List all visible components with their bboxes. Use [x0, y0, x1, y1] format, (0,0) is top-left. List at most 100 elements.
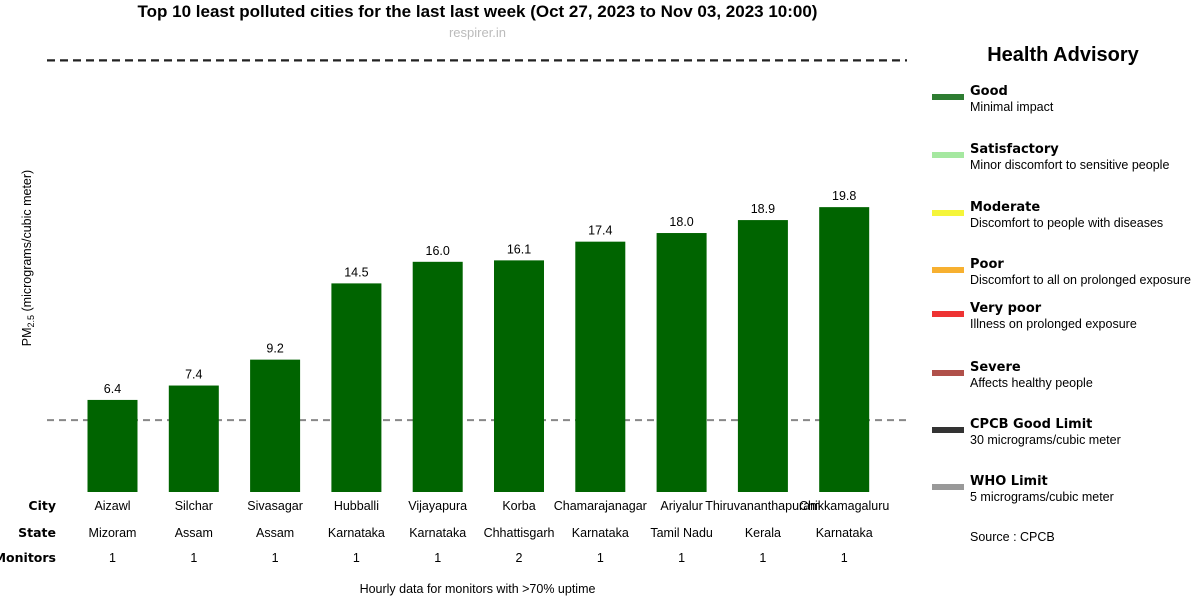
table-cell: Hubballi: [334, 499, 379, 513]
legend-item-poor: Poor Discomfort to all on prolonged expos…: [932, 257, 1197, 291]
table-cell: 1: [597, 551, 604, 565]
legend-item-satisfactory: Satisfactory Minor discomfort to sensitiv…: [932, 142, 1197, 176]
bar-thiruvananthapuram: [737, 220, 788, 493]
legend-item-desc: Illness on prolonged exposure: [970, 317, 1137, 331]
legend-item-very-poor: Very poor Illness on prolonged exposure: [932, 301, 1197, 335]
table-cell: Vijayapura: [408, 499, 467, 513]
legend-item-desc: Minor discomfort to sensitive people: [970, 158, 1170, 172]
bar-chikkamagaluru: [819, 207, 870, 492]
legend-item-name: Very poor: [970, 301, 1042, 316]
table-cell: Chikkamagaluru: [799, 499, 889, 513]
table-cell: Aizawl: [94, 499, 130, 513]
y-axis-label-rest: (micrograms/cubic meter): [20, 170, 34, 315]
value-labels: 6.4 7.4 9.2 14.5 16.0 16.1 17.4 18.0 18.9 19.8: [104, 189, 857, 396]
y-axis-label-main: PM: [20, 327, 34, 346]
table-row-header: State: [18, 525, 56, 540]
svg-text:PM2.5 (micrograms/cubic meter): PM2.5 (micrograms/cubic meter): [20, 170, 36, 346]
table-cell: Korba: [502, 499, 535, 513]
table-cell: Assam: [175, 526, 213, 540]
legend-item-desc: Minimal impact: [970, 100, 1054, 114]
chart-title: Top 10 least polluted cities for the las…: [137, 2, 818, 21]
bar-chart: PM2.5 (micrograms/cubic meter) 6.4 7.4 9.2…: [0, 59, 907, 565]
table-cell: 1: [759, 551, 766, 565]
bar-chamarajanagar: [575, 241, 626, 492]
table-cell: Karnataka: [409, 526, 466, 540]
bar-aizawl: [87, 399, 138, 492]
legend-swatch: [932, 94, 964, 100]
legend-item-name: Moderate: [970, 200, 1041, 215]
legend-swatch: [932, 311, 964, 317]
legend-item-desc: Affects healthy people: [970, 376, 1093, 390]
legend-item-name: Severe: [970, 360, 1021, 375]
legend-item-desc: Discomfort to all on prolonged exposure: [970, 273, 1191, 287]
table-cell: Chhattisgarh: [484, 526, 555, 540]
legend-item-good: Good Minimal impact: [932, 84, 1197, 118]
value-label: 19.8: [832, 189, 856, 203]
legend-item-cpcb-good-limit: CPCB Good Limit 30 micrograms/cubic meter: [932, 417, 1197, 451]
value-label: 6.4: [104, 382, 121, 396]
legend-swatch: [932, 267, 964, 273]
table-cell: Sivasagar: [247, 499, 303, 513]
legend-item-name: WHO Limit: [970, 474, 1048, 489]
table-cell: Chamarajanagar: [554, 499, 647, 513]
table-cell: Karnataka: [328, 526, 385, 540]
legend-swatch: [932, 484, 964, 490]
value-label: 16.1: [507, 242, 531, 256]
value-label: 17.4: [588, 224, 612, 238]
table-cell: Karnataka: [816, 526, 873, 540]
legend-item-name: Satisfactory: [970, 142, 1059, 157]
bar-vijayapura: [412, 261, 463, 492]
bar-sivasagar: [250, 359, 301, 492]
value-label: 9.2: [266, 342, 283, 356]
value-label: 18.0: [669, 215, 693, 229]
legend-swatch: [932, 210, 964, 216]
table-row-header: Monitors: [0, 550, 56, 565]
table-cell: Assam: [256, 526, 294, 540]
legend-item-name: Poor: [970, 257, 1004, 272]
table-cell: 1: [678, 551, 685, 565]
table-cell: 1: [841, 551, 848, 565]
bar-korba: [494, 260, 544, 492]
table-cell: Ariyalur: [660, 499, 702, 513]
legend-item-desc: 5 micrograms/cubic meter: [970, 490, 1114, 504]
chart-subtitle: respirer.in: [448, 25, 507, 40]
reference-lines: [47, 59, 907, 422]
legend-item-moderate: Moderate Discomfort to people with diseas…: [932, 200, 1197, 234]
legend-item-severe: Severe Affects healthy people: [932, 360, 1197, 394]
table-cell: 1: [434, 551, 441, 565]
y-axis-label: PM2.5 (micrograms/cubic meter): [20, 170, 36, 346]
footnote: Hourly data for monitors with >70% uptim…: [359, 582, 596, 596]
table-cell: 1: [353, 551, 360, 565]
table-cell: 2: [516, 551, 523, 565]
table-cell: Tamil Nadu: [650, 526, 713, 540]
table-cell: Kerala: [745, 526, 781, 540]
value-label: 7.4: [185, 368, 202, 382]
value-label: 18.9: [751, 202, 775, 216]
table-cell: 1: [272, 551, 279, 565]
table-cell: Karnataka: [572, 526, 629, 540]
legend-item-who-limit: WHO Limit 5 micrograms/cubic meter: [932, 474, 1197, 508]
legend-item-desc: Discomfort to people with diseases: [970, 216, 1164, 230]
table-row-header: City: [28, 498, 56, 513]
data-table: City Aizawl Silchar Sivasagar Hubballi Vijaya…: [0, 498, 889, 565]
bar-series: [87, 207, 870, 493]
legend-swatch: [932, 370, 964, 376]
bar-ariyalur: [656, 233, 707, 492]
bar-hubballi: [331, 283, 382, 492]
value-label: 16.0: [426, 244, 450, 258]
source-note: Source : CPCB: [970, 530, 1055, 544]
table-cell: 1: [190, 551, 197, 565]
table-cell: Silchar: [175, 499, 213, 513]
legend-item-name: CPCB Good Limit: [970, 417, 1093, 432]
table-cell: Thiruvananthapuram: [705, 499, 820, 513]
legend-swatch: [932, 427, 964, 433]
legend-swatch: [932, 152, 964, 158]
table-cell: Mizoram: [89, 526, 137, 540]
table-cell: 1: [109, 551, 116, 565]
legend-item-name: Good: [970, 84, 1008, 99]
y-axis-label-subscript: 2.5: [26, 315, 36, 328]
bar-silchar: [168, 385, 219, 492]
value-label: 14.5: [344, 265, 368, 279]
legend-title: Health Advisory: [987, 44, 1139, 66]
legend-item-desc: 30 micrograms/cubic meter: [970, 433, 1121, 447]
